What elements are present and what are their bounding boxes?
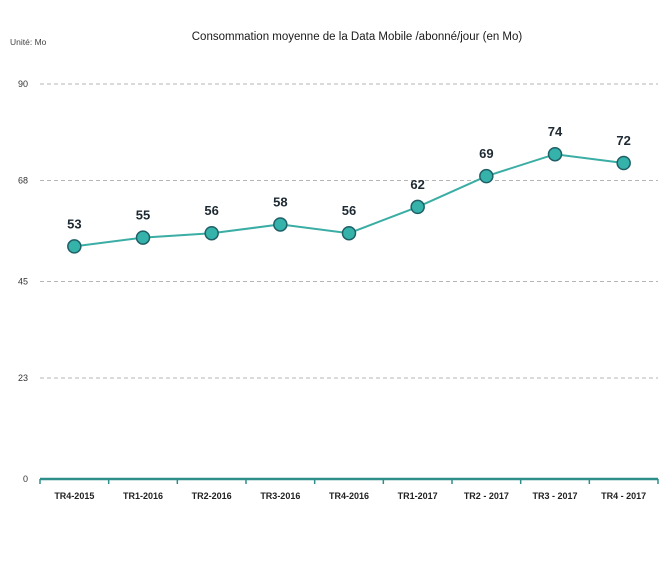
y-axis-ticks: 0 23 45 68 90 bbox=[18, 79, 28, 484]
x-tick-label: TR4 - 2017 bbox=[601, 491, 646, 501]
data-label: 56 bbox=[204, 203, 218, 218]
data-label: 53 bbox=[67, 216, 81, 231]
x-axis bbox=[39, 477, 659, 484]
x-tick-label: TR2-2016 bbox=[192, 491, 232, 501]
data-point-marker bbox=[479, 168, 494, 184]
y-tick-label: 45 bbox=[18, 277, 28, 287]
x-tick-label: TR2 - 2017 bbox=[464, 491, 509, 501]
x-tick-label: TR3 - 2017 bbox=[532, 491, 577, 501]
data-point-marker bbox=[341, 225, 357, 241]
y-tick-label: 0 bbox=[23, 474, 28, 484]
data-label: 58 bbox=[273, 194, 287, 209]
data-label: 62 bbox=[410, 177, 424, 192]
x-tick-label: TR1-2017 bbox=[398, 491, 438, 501]
data-point-marker bbox=[67, 239, 82, 254]
data-label: 69 bbox=[479, 146, 493, 161]
data-point-marker bbox=[204, 225, 219, 241]
data-point-marker bbox=[135, 230, 151, 245]
x-tick-label: TR4-2015 bbox=[54, 491, 94, 501]
data-point-marker bbox=[547, 146, 563, 162]
data-labels: 53 55 56 58 56 62 69 74 72 bbox=[67, 124, 631, 231]
data-label: 56 bbox=[342, 203, 356, 218]
data-label: 55 bbox=[136, 208, 150, 223]
x-tick-label: TR1-2016 bbox=[123, 491, 163, 501]
data-point-marker bbox=[616, 155, 631, 171]
y-tick-label: 68 bbox=[18, 176, 28, 186]
x-axis-ticks: TR4-2015 TR1-2016 TR2-2016 TR3-2016 TR4-2016… bbox=[54, 491, 646, 501]
gridlines bbox=[40, 83, 658, 379]
y-tick-label: 90 bbox=[18, 79, 28, 89]
series-data-mobile bbox=[67, 146, 631, 254]
unit-label: Unité: Mo bbox=[10, 37, 47, 47]
data-point-marker bbox=[410, 199, 425, 215]
x-tick-label: TR3-2016 bbox=[260, 491, 300, 501]
data-point-marker bbox=[273, 217, 288, 232]
data-label: 72 bbox=[616, 133, 630, 148]
chart-title: Consommation moyenne de la Data Mobile /… bbox=[192, 31, 523, 43]
y-tick-label: 23 bbox=[18, 373, 28, 383]
x-tick-label: TR4-2016 bbox=[329, 491, 369, 501]
data-label: 74 bbox=[548, 124, 563, 139]
